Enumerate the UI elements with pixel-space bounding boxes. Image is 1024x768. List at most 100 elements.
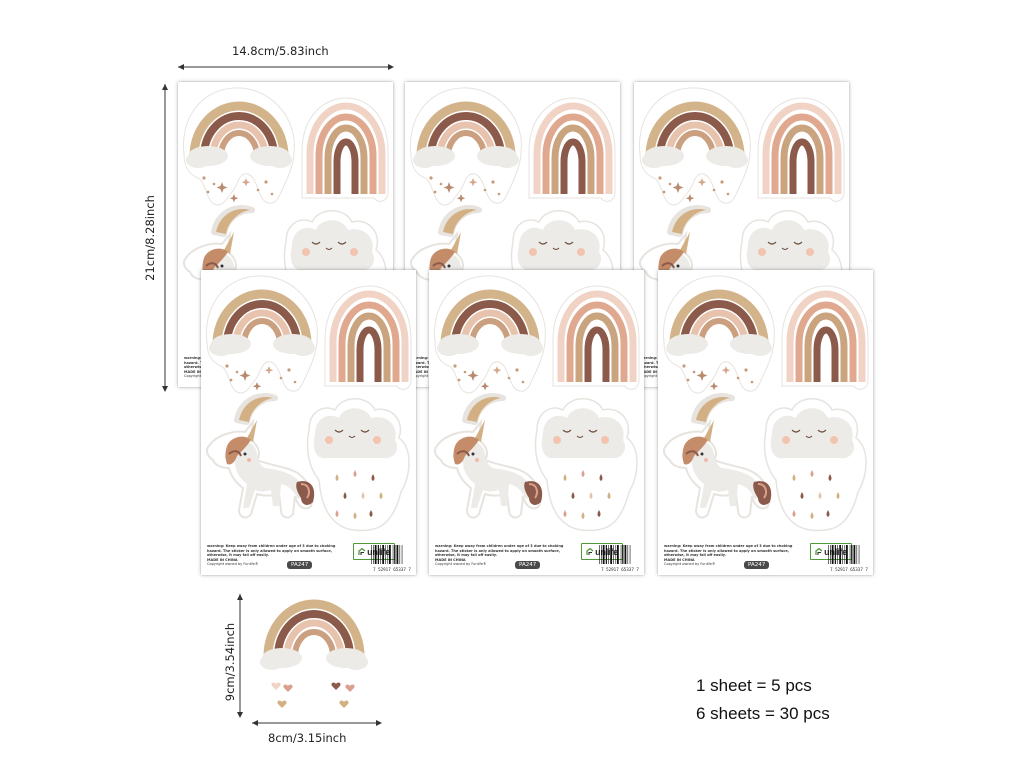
- raincloud-sticker: [306, 398, 410, 532]
- sheet-height-label: 21cm/8.28inch: [143, 195, 157, 281]
- barcode-number: 7 52917 65337 7: [830, 567, 868, 572]
- rainbow-cloud-sticker: [205, 275, 318, 394]
- arch-rainbow-sticker: [528, 97, 616, 202]
- barcode-bar: [602, 545, 605, 564]
- arch-rainbow-sticker: [781, 285, 869, 390]
- barcode-bar: [846, 545, 848, 564]
- arch-rainbow-sticker: [552, 285, 640, 390]
- sticker-width-arrow: [252, 720, 382, 726]
- moon-sticker: [667, 205, 711, 237]
- barcode-bar: [627, 545, 629, 564]
- arch-rainbow-sticker: [301, 97, 389, 202]
- sticker-sheet: warning: Keep away from children under a…: [201, 270, 416, 575]
- unicorn-sticker: [205, 418, 315, 519]
- warning-text: warning: Keep away from children under a…: [207, 544, 347, 567]
- copyright-label: Copyright owned by Funlife®: [664, 562, 716, 566]
- warning-line: hazard. The sticker is only allowed to a…: [207, 548, 333, 553]
- barcode: 7 52917 65337 7: [371, 545, 411, 572]
- unicorn-sticker: [662, 418, 772, 519]
- barcode-bar: [622, 545, 624, 564]
- barcode-number: 7 52917 65337 7: [373, 567, 411, 572]
- width-dimension-arrow: [178, 64, 394, 70]
- product-code-badge: PA247: [744, 561, 770, 569]
- barcode-bar: [849, 545, 851, 564]
- barcode-bar: [387, 545, 389, 564]
- raincloud-sticker: [763, 398, 867, 532]
- barcode-number: 7 52917 65337 7: [601, 567, 639, 572]
- moon-sticker: [211, 205, 255, 237]
- warning-line: warning: Keep away from children under a…: [435, 544, 564, 548]
- house-icon: [358, 547, 366, 555]
- rainbow-cloud-sticker: [182, 87, 295, 206]
- made-in-label: MADE IN CHINA: [411, 369, 442, 374]
- barcode-bar: [371, 545, 372, 564]
- moon-sticker: [234, 393, 278, 425]
- barcode-bar: [853, 545, 856, 564]
- sticker-sheet: warning: Keep away from children under a…: [429, 270, 644, 575]
- barcode-bar: [830, 545, 831, 564]
- barcode-bar: [615, 545, 617, 564]
- sticker-sheet-art: [662, 275, 869, 532]
- barcode-bar: [858, 545, 860, 564]
- barcode-bar: [382, 545, 385, 564]
- warning-line: otherwise, it may fall off easily.: [664, 553, 727, 557]
- warning-line: otherwise, it may fall off easily.: [207, 553, 270, 557]
- house-icon: [586, 547, 594, 555]
- barcode-bar: [392, 545, 394, 564]
- barcode-bar: [389, 545, 391, 564]
- barcode-bar: [831, 545, 834, 564]
- barcode-bar: [605, 545, 607, 564]
- barcode-bar: [385, 545, 386, 564]
- barcode-bar: [380, 545, 381, 564]
- height-dimension-arrow: [162, 84, 168, 392]
- barcode-bar: [610, 545, 613, 564]
- arch-rainbow-sticker: [324, 285, 412, 390]
- barcode-bar: [396, 545, 399, 564]
- sticker-sheet-art: [433, 275, 640, 532]
- sheet-width-label: 14.8cm/5.83inch: [232, 44, 329, 58]
- sticker-sheet-art: [205, 275, 412, 532]
- barcode: 7 52917 65337 7: [599, 545, 639, 572]
- moon-sticker: [438, 205, 482, 237]
- pieces-per-sheet-text: 1 sheet = 5 pcs: [696, 676, 812, 695]
- barcode-bar: [399, 545, 401, 564]
- moon-sticker: [462, 393, 506, 425]
- warning-line: warning: Keep away from children under a…: [664, 544, 793, 548]
- barcode-bar: [834, 545, 836, 564]
- product-code-badge: PA247: [287, 561, 313, 569]
- barcode-bar: [620, 545, 622, 564]
- sticker-width-label: 8cm/3.15inch: [268, 731, 347, 745]
- barcode-bar: [856, 545, 858, 564]
- total-pieces-text: 6 sheets = 30 pcs: [696, 704, 830, 723]
- warning-text: warning: Keep away from children under a…: [435, 544, 575, 567]
- barcode-bar: [837, 545, 838, 564]
- product-code-badge: PA247: [515, 561, 541, 569]
- warning-line: hazard. The sticker is only allowed to a…: [664, 548, 790, 553]
- barcode-bar: [839, 545, 842, 564]
- barcode-bar: [617, 545, 619, 564]
- barcode-bar: [601, 545, 602, 564]
- warning-line: warning: Keep away from children under a…: [207, 544, 336, 548]
- barcode-bar: [624, 545, 627, 564]
- copyright-label: Copyright owned by Funlife®: [207, 562, 259, 566]
- barcode-bar: [851, 545, 853, 564]
- moon-sticker: [691, 393, 735, 425]
- unicorn-sticker: [433, 418, 543, 519]
- barcode-bar: [828, 545, 829, 564]
- barcode-bar: [842, 545, 843, 564]
- sticker-height-label: 9cm/3.54inch: [223, 622, 237, 702]
- warning-line: hazard. The sticker is only allowed to a…: [435, 548, 561, 553]
- barcode-bar: [599, 545, 600, 564]
- rainbow-cloud-sticker: [409, 87, 522, 206]
- made-in-label: MADE IN CHINA: [184, 369, 215, 374]
- barcode: 7 52917 65337 7: [828, 545, 868, 572]
- made-in-label: MADE IN CHINA: [435, 557, 466, 562]
- warning-text: warning: Keep away from children under a…: [664, 544, 804, 567]
- barcode-bar: [377, 545, 379, 564]
- warning-line: otherwise, it may fall off easily.: [435, 553, 498, 557]
- house-icon: [815, 547, 823, 555]
- barcode-bar: [613, 545, 614, 564]
- made-in-label: MADE IN CHINA: [207, 557, 238, 562]
- barcode-bar: [374, 545, 377, 564]
- barcode-bar: [401, 545, 403, 564]
